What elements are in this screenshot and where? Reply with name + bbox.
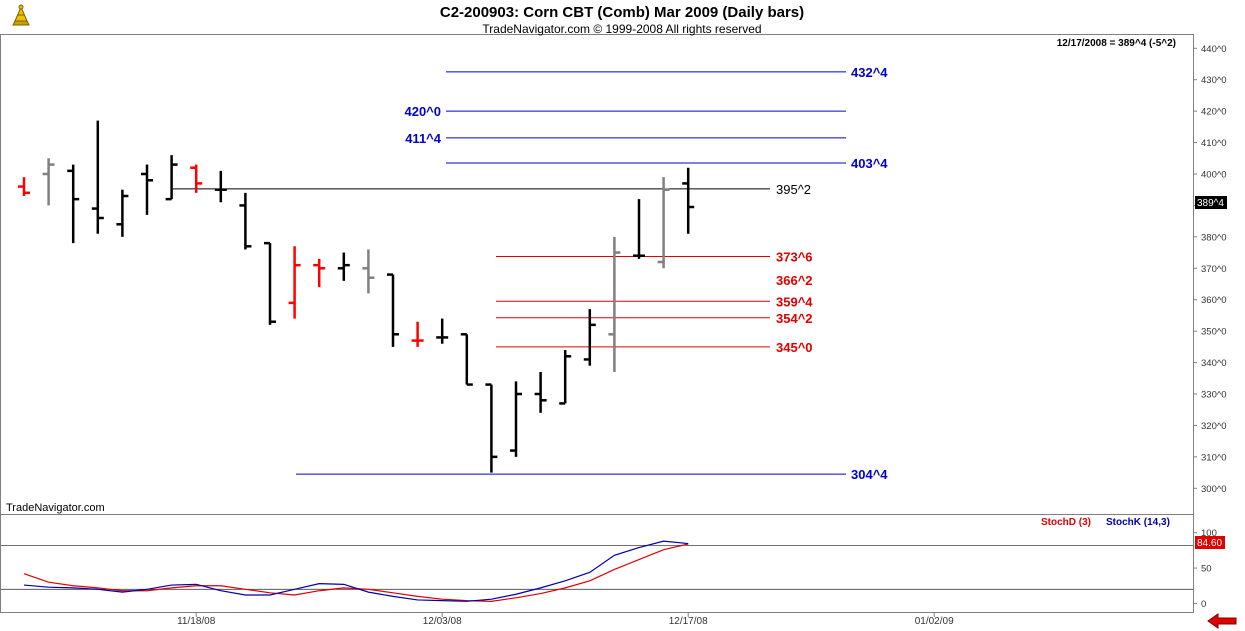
time-tick-label: 12/03/08 [423, 616, 462, 627]
stoch-tick-label: 100 [1201, 528, 1217, 539]
stochastic-panel [0, 514, 1194, 613]
price-level-label: 304^4 [851, 467, 888, 482]
last-stoch-label: 84.60 [1197, 538, 1222, 549]
price-panel [0, 34, 1194, 515]
price-tick-label: 350^0 [1201, 327, 1227, 338]
last-price-marker [1195, 196, 1227, 209]
copyright-subtitle: TradeNavigator.com © 1999-2008 All right… [482, 22, 761, 36]
price-level-label: 359^4 [776, 294, 813, 309]
price-tick-label: 420^0 [1201, 107, 1227, 118]
chart-title: C2-200903: Corn CBT (Comb) Mar 2009 (Dai… [440, 4, 804, 21]
price-level-label: 432^4 [851, 65, 888, 80]
price-tick-label: 370^0 [1201, 264, 1227, 275]
price-level-label: 366^2 [776, 273, 813, 288]
price-levels: 432^4 420^0 411^4 403^4 395^2 373^6 366^2 359^4… [173, 65, 888, 482]
price-level-label: 403^4 [851, 156, 888, 171]
last-stoch-marker [1195, 536, 1225, 549]
price-tick-label: 300^0 [1201, 484, 1227, 495]
stochastic-axis: 0 50 100 [1, 528, 1217, 610]
price-level-label: 420^0 [404, 104, 441, 119]
time-axis: 11/18/08 12/03/08 12/17/08 01/02/09 [177, 612, 954, 627]
scroll-right-arrow-icon[interactable] [1207, 613, 1237, 629]
price-tick-label: 330^0 [1201, 390, 1227, 401]
time-tick-label: 12/17/08 [669, 616, 708, 627]
price-level-label: 354^2 [776, 311, 813, 326]
quote-readout: 12/17/2008 = 389^4 (-5^2) [1057, 38, 1176, 49]
ohlc-bars [18, 120, 695, 473]
stoch-tick-label: 0 [1201, 599, 1206, 610]
last-price-label: 389^4 [1197, 198, 1224, 209]
price-tick-label: 310^0 [1201, 452, 1227, 463]
price-axis: 300^0 310^0 320^0 330^0 340^0 350^0 360^0 370^0… [1193, 44, 1227, 495]
price-level-label: 395^2 [776, 182, 811, 197]
price-level-label: 373^6 [776, 250, 813, 265]
price-tick-label: 440^0 [1201, 44, 1227, 55]
stoch-tick-label: 50 [1201, 564, 1212, 575]
time-tick-label: 01/02/09 [915, 616, 954, 627]
legend-stochk: StochK (14,3) [1106, 517, 1170, 528]
watermark-label: TradeNavigator.com [6, 502, 105, 514]
price-tick-label: 410^0 [1201, 138, 1227, 149]
stochk-line [23, 540, 689, 602]
price-tick-label: 340^0 [1201, 358, 1227, 369]
price-tick-label: 380^0 [1201, 232, 1227, 243]
price-level-label: 345^0 [776, 340, 813, 355]
trade-navigator-logo-icon[interactable] [12, 4, 30, 26]
price-tick-label: 400^0 [1201, 170, 1227, 181]
price-tick-label: 360^0 [1201, 295, 1227, 306]
stochastic-lines [23, 540, 689, 602]
legend-stochd: StochD (3) [1041, 517, 1091, 528]
price-tick-label: 320^0 [1201, 421, 1227, 432]
price-level-label: 411^4 [405, 131, 442, 146]
time-tick-label: 11/18/08 [177, 616, 216, 627]
price-tick-label: 430^0 [1201, 75, 1227, 86]
